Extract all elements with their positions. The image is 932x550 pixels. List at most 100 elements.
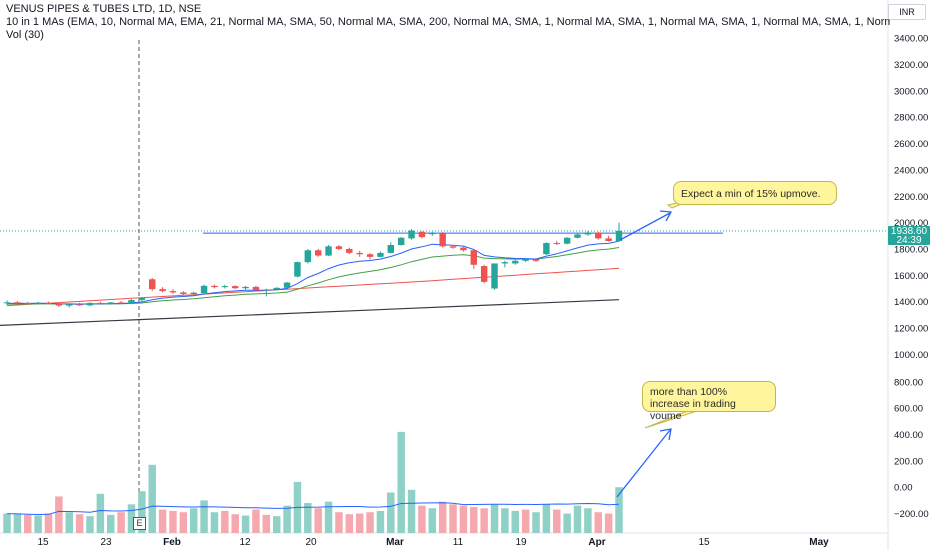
candle <box>335 244 343 251</box>
legend-moving-averages[interactable]: 10 in 1 MAs (EMA, 10, Normal MA, EMA, 21… <box>6 16 890 28</box>
volume-bars <box>3 431 623 533</box>
volume-tick-label: 400.00 <box>894 430 923 441</box>
volume-bar <box>397 431 405 533</box>
time-tick-label: 15 <box>37 537 49 548</box>
volume-bar <box>75 514 84 533</box>
volume-bar <box>501 508 509 533</box>
time-tick-label: 12 <box>239 537 251 548</box>
volume-bar <box>459 505 468 533</box>
volume-bar <box>594 512 602 533</box>
time-tick-label: 11 <box>453 537 464 548</box>
sma200-line <box>0 299 620 326</box>
volume-bar <box>34 515 42 533</box>
time-axis[interactable]: 15 23 Feb 12 20 Mar 11 19 Apr 15 May <box>37 537 829 548</box>
last-price-value: 1938.60 <box>890 226 928 237</box>
candle <box>314 248 322 257</box>
volume-bar <box>24 514 32 533</box>
candle <box>595 231 602 240</box>
volume-bar <box>511 510 520 533</box>
volume-bar <box>169 510 177 533</box>
candle <box>34 301 42 305</box>
time-tick-label: 23 <box>100 537 112 548</box>
volume-bar <box>65 512 73 533</box>
volume-bar <box>272 516 281 533</box>
volume-bar <box>252 509 260 533</box>
volume-axis: −200.00 0.00 200.00 400.00 600.00 800.00 <box>894 377 929 520</box>
volume-bar <box>604 513 613 533</box>
volume-bar <box>407 489 416 533</box>
currency-button[interactable]: INR <box>888 4 926 20</box>
candle <box>532 258 540 263</box>
candle <box>97 301 104 305</box>
time-tick-label: Apr <box>588 537 605 548</box>
callout-volume-increase[interactable]: more than 100% increase in trading voume <box>642 381 776 422</box>
candlesticks <box>3 222 623 308</box>
price-tick-label: 2400.00 <box>894 165 928 176</box>
arrow-target-2[interactable] <box>616 428 672 498</box>
volume-bar <box>158 509 167 533</box>
candle <box>14 300 21 304</box>
price-axis[interactable]: 1000.00 1200.00 1400.00 1600.00 1800.00 2000.… <box>894 34 928 361</box>
volume-tick-label: 200.00 <box>894 456 923 467</box>
volume-bar <box>314 508 322 533</box>
volume-bar <box>86 516 94 533</box>
candle <box>211 284 218 289</box>
price-tick-label: 2000.00 <box>894 218 928 229</box>
volume-tick-label: 600.00 <box>894 404 923 415</box>
legend-volume[interactable]: Vol (30) <box>6 29 44 41</box>
candle <box>325 244 332 257</box>
price-tick-label: 3400.00 <box>894 34 928 45</box>
volume-ma-line <box>6 502 620 516</box>
candle <box>107 301 114 305</box>
volume-bar <box>138 491 146 533</box>
candle <box>439 231 446 248</box>
candle <box>180 291 187 296</box>
ema10-line <box>6 240 620 305</box>
candle <box>418 231 426 239</box>
price-tick-label: 2200.00 <box>894 192 928 203</box>
candle <box>346 247 353 255</box>
candle <box>242 285 249 290</box>
candle <box>397 237 405 246</box>
legend-title[interactable]: VENUS PIPES & TUBES LTD, 1D, NSE <box>6 3 202 15</box>
candle <box>221 284 229 289</box>
volume-bar <box>470 506 478 533</box>
volume-bar <box>335 512 343 533</box>
price-tick-label: 1400.00 <box>894 297 928 308</box>
candle <box>149 277 156 292</box>
volume-bar <box>262 514 271 533</box>
volume-bar <box>490 504 499 533</box>
candle <box>304 248 312 264</box>
volume-tick-label: 800.00 <box>894 377 923 388</box>
volume-bar <box>324 501 333 533</box>
volume-bar <box>96 493 105 533</box>
volume-tick-label: −200.00 <box>894 509 929 520</box>
candle <box>501 260 509 268</box>
time-tick-label: May <box>809 537 829 548</box>
candle <box>470 248 477 269</box>
candle <box>480 264 488 284</box>
volume-bar <box>189 508 198 533</box>
price-tick-label: 1000.00 <box>894 350 928 361</box>
volume-bar <box>355 513 364 533</box>
volume-bar <box>553 509 561 533</box>
candle <box>574 233 581 239</box>
arrow-target-1[interactable] <box>619 210 673 241</box>
callout-upmove[interactable]: Expect a min of 15% upmove. <box>673 181 837 205</box>
volume-bar <box>521 509 530 533</box>
candle <box>76 302 83 306</box>
time-tick-label: Mar <box>386 537 404 548</box>
time-tick-label: 15 <box>698 537 710 548</box>
volume-bar <box>563 513 571 533</box>
volume-bar <box>55 496 63 533</box>
candle <box>252 285 260 292</box>
volume-bar <box>387 492 395 533</box>
candle <box>522 258 529 263</box>
last-price-tag: 1938.60 24:39 <box>888 226 930 246</box>
earnings-marker[interactable]: E <box>133 517 146 530</box>
volume-bar <box>117 512 125 533</box>
volume-bar <box>179 512 188 533</box>
candle <box>408 229 415 240</box>
time-tick-label: 20 <box>305 537 317 548</box>
